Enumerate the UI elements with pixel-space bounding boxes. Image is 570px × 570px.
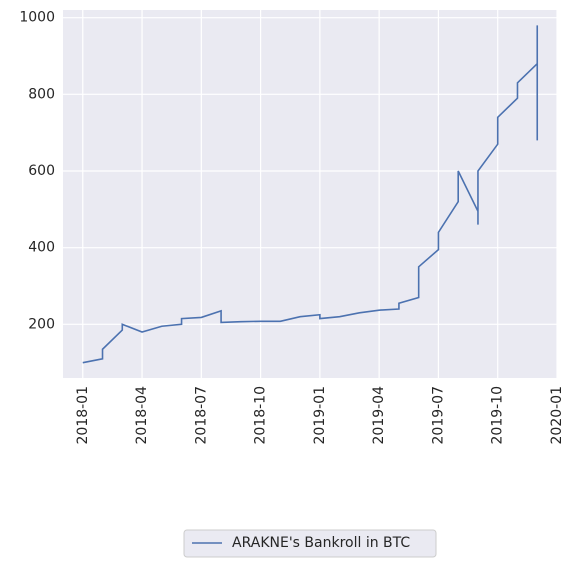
- x-tick-label: 2019-07: [430, 386, 446, 445]
- x-tick-label: 2018-07: [193, 386, 209, 445]
- y-tick-label: 1000: [19, 10, 55, 26]
- marks: [82, 25, 539, 364]
- legend: [183, 529, 437, 558]
- x-tick-label: 2020-01: [549, 386, 565, 445]
- x-tick-label: 2018-10: [253, 386, 269, 445]
- x-tick-label: 2018-01: [75, 386, 91, 445]
- x-tick-label: 2019-01: [312, 386, 328, 445]
- legend-label: ARAKNE's Bankroll in BTC: [232, 535, 410, 551]
- y-tick-label: 800: [28, 86, 55, 102]
- grid: [63, 10, 558, 378]
- y-tick-label: 400: [28, 240, 55, 256]
- y-tick-label: 600: [28, 163, 55, 179]
- y-tick-label: 200: [28, 316, 55, 332]
- x-tick-label: 2019-10: [490, 386, 506, 445]
- x-tick-label: 2018-04: [134, 386, 150, 445]
- plot-area: [63, 10, 557, 378]
- series-line: [82, 25, 539, 364]
- x-tick-label: 2019-04: [371, 386, 387, 445]
